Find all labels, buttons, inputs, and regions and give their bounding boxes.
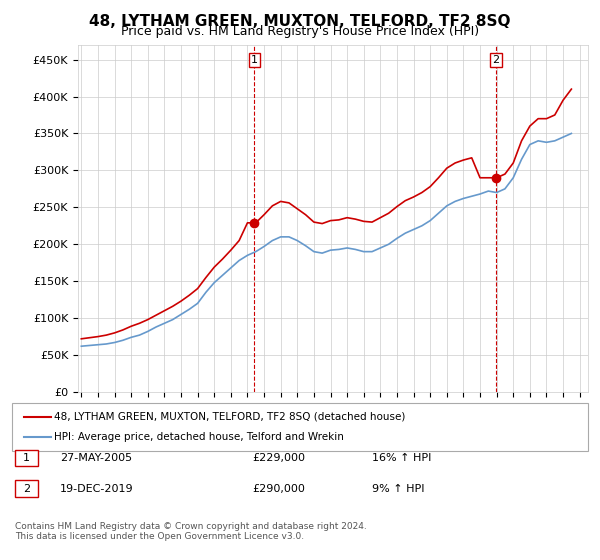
Text: 19-DEC-2019: 19-DEC-2019 [60, 484, 134, 494]
Text: 2: 2 [493, 55, 500, 65]
Text: 48, LYTHAM GREEN, MUXTON, TELFORD, TF2 8SQ: 48, LYTHAM GREEN, MUXTON, TELFORD, TF2 8… [89, 14, 511, 29]
Text: £290,000: £290,000 [252, 484, 305, 494]
Text: £229,000: £229,000 [252, 453, 305, 463]
Text: 48, LYTHAM GREEN, MUXTON, TELFORD, TF2 8SQ (detached house): 48, LYTHAM GREEN, MUXTON, TELFORD, TF2 8… [54, 412, 406, 422]
Text: 1: 1 [251, 55, 258, 65]
Text: 16% ↑ HPI: 16% ↑ HPI [372, 453, 431, 463]
Text: 27-MAY-2005: 27-MAY-2005 [60, 453, 132, 463]
Text: Price paid vs. HM Land Registry's House Price Index (HPI): Price paid vs. HM Land Registry's House … [121, 25, 479, 38]
Text: 9% ↑ HPI: 9% ↑ HPI [372, 484, 425, 494]
Text: 1: 1 [23, 453, 30, 463]
Text: 2: 2 [23, 484, 30, 494]
Text: HPI: Average price, detached house, Telford and Wrekin: HPI: Average price, detached house, Telf… [54, 432, 344, 442]
Text: Contains HM Land Registry data © Crown copyright and database right 2024.
This d: Contains HM Land Registry data © Crown c… [15, 522, 367, 542]
